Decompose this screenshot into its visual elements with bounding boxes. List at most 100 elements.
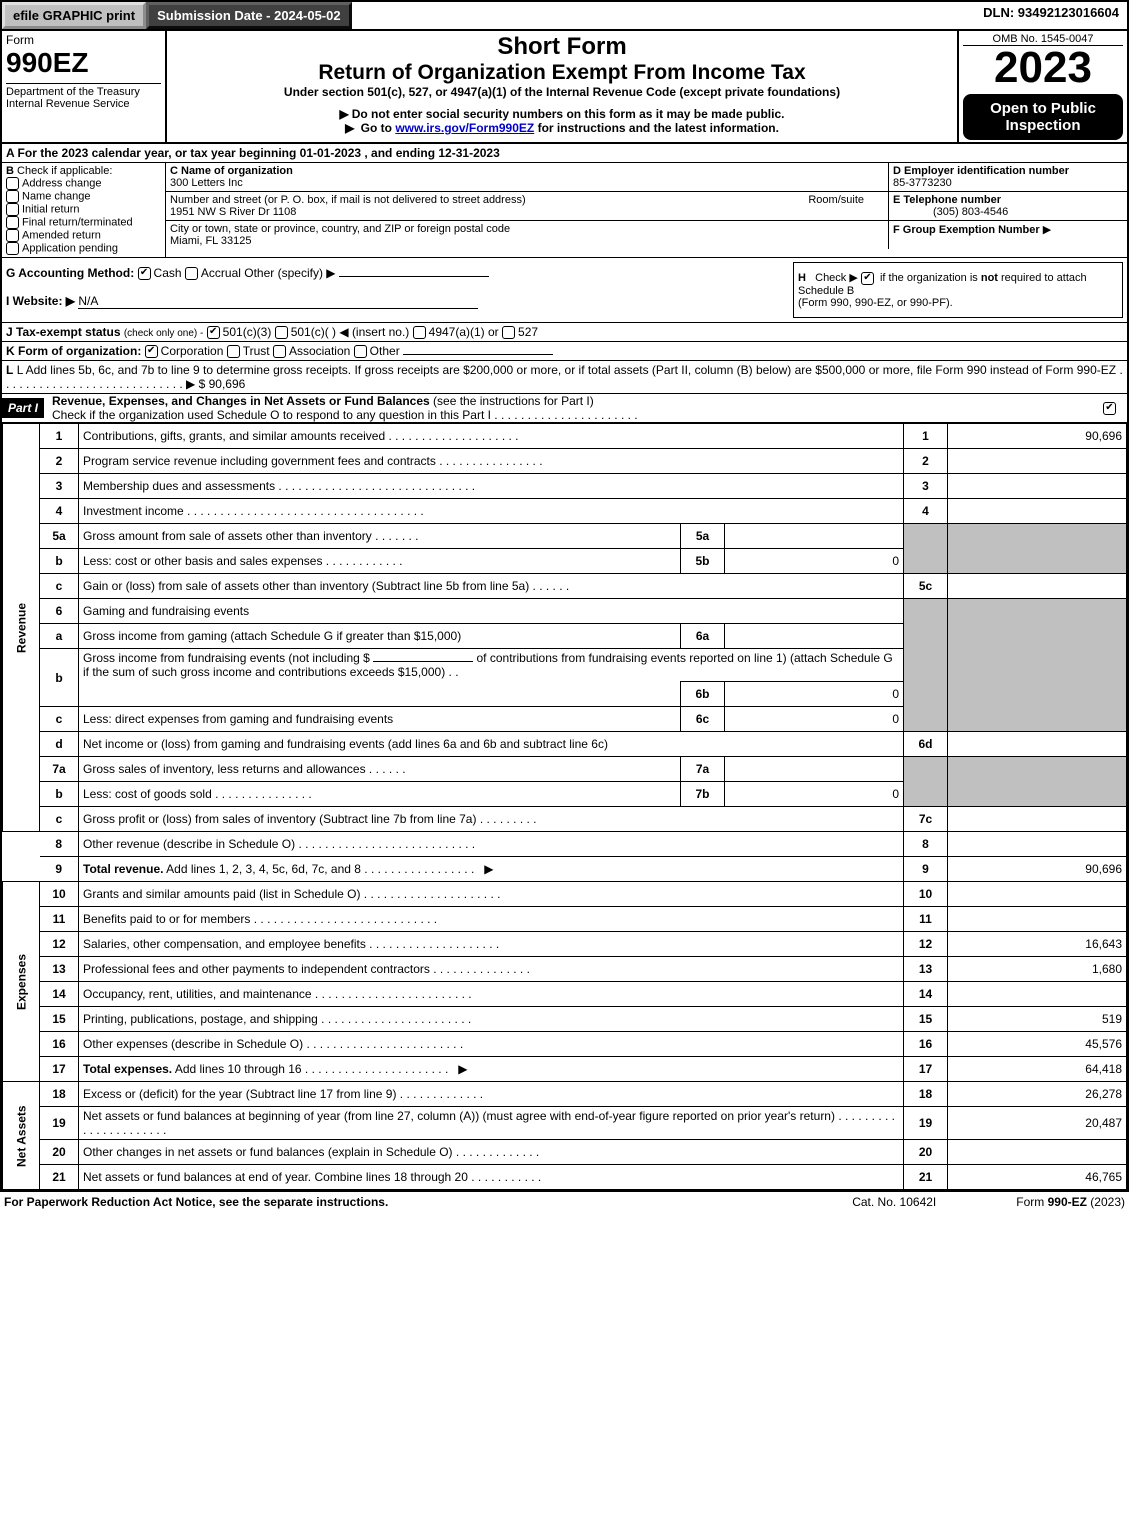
efile-print-button[interactable]: efile GRAPHIC print bbox=[2, 2, 146, 29]
line-3-col: 3 bbox=[904, 474, 948, 499]
h-text2: if the organization is bbox=[880, 272, 981, 284]
section-d-ein: D Employer identification number 85-3773… bbox=[889, 163, 1127, 191]
line-6c-sub: 6c bbox=[681, 707, 725, 732]
ein-value: 85-3773230 bbox=[893, 177, 952, 189]
checkbox-name-change[interactable] bbox=[6, 190, 19, 203]
city-label: City or town, state or province, country… bbox=[170, 223, 510, 235]
return-title: Return of Organization Exempt From Incom… bbox=[171, 61, 953, 85]
line-6d-col: 6d bbox=[904, 732, 948, 757]
irs-link[interactable]: www.irs.gov/Form990EZ bbox=[395, 121, 534, 135]
line-14-no: 14 bbox=[40, 982, 79, 1007]
line-17-val: 64,418 bbox=[948, 1057, 1127, 1082]
section-j: J Tax-exempt status (check only one) - 5… bbox=[2, 323, 1127, 342]
dept-label: Department of the Treasury bbox=[6, 86, 140, 98]
grey-cell bbox=[948, 599, 1127, 732]
j-small: (check only one) - bbox=[124, 328, 203, 339]
line-19-desc: Net assets or fund balances at beginning… bbox=[83, 1109, 835, 1123]
k-other-input[interactable] bbox=[403, 354, 553, 355]
line-10-col: 10 bbox=[904, 882, 948, 907]
grey-cell bbox=[948, 757, 1127, 807]
line-18-desc: Excess or (deficit) for the year (Subtra… bbox=[83, 1087, 396, 1101]
line-6-desc: Gaming and fundraising events bbox=[79, 599, 904, 624]
checkbox-501c3[interactable] bbox=[207, 326, 220, 339]
g-other-input[interactable] bbox=[339, 276, 489, 277]
line-10-desc: Grants and similar amounts paid (list in… bbox=[83, 887, 360, 901]
line-4-no: 4 bbox=[40, 499, 79, 524]
sections-g-h: G Accounting Method: Cash Accrual Other … bbox=[2, 258, 1127, 323]
line-20-val bbox=[948, 1140, 1127, 1165]
checkbox-501c[interactable] bbox=[275, 326, 288, 339]
line-16-desc: Other expenses (describe in Schedule O) bbox=[83, 1037, 303, 1051]
line-6a-sub: 6a bbox=[681, 624, 725, 649]
line-14-desc: Occupancy, rent, utilities, and maintena… bbox=[83, 987, 312, 1001]
line-19-no: 19 bbox=[40, 1107, 79, 1140]
line-8-desc: Other revenue (describe in Schedule O) bbox=[83, 837, 295, 851]
checkbox-amended-return[interactable] bbox=[6, 229, 19, 242]
form-990ez: efile GRAPHIC print Submission Date - 20… bbox=[0, 0, 1129, 1192]
checkbox-address-change[interactable] bbox=[6, 177, 19, 190]
line-20-col: 20 bbox=[904, 1140, 948, 1165]
grey-cell bbox=[904, 599, 948, 732]
grey-cell bbox=[948, 524, 1127, 574]
checkbox-initial-return[interactable] bbox=[6, 203, 19, 216]
g-cash: Cash bbox=[154, 266, 182, 280]
line-10-no: 10 bbox=[40, 882, 79, 907]
header-right: OMB No. 1545-0047 2023 Open to Public In… bbox=[957, 31, 1127, 142]
arrow-icon: ▶ bbox=[1043, 224, 1051, 236]
opt-amended-return: Amended return bbox=[22, 229, 101, 241]
sections-c-to-f: C Name of organization 300 Letters Inc D… bbox=[166, 163, 1127, 257]
line-19-col: 19 bbox=[904, 1107, 948, 1140]
submission-date-button[interactable]: Submission Date - 2024-05-02 bbox=[146, 2, 352, 29]
b-label: B bbox=[6, 165, 14, 177]
j-501c3: 501(c)(3) bbox=[223, 325, 272, 339]
section-c-city: City or town, state or province, country… bbox=[166, 221, 889, 249]
expenses-vert-label: Expenses bbox=[3, 882, 40, 1082]
part1-header-row: Part I Revenue, Expenses, and Changes in… bbox=[2, 394, 1127, 423]
line-4-val bbox=[948, 499, 1127, 524]
line-5a-desc: Gross amount from sale of assets other t… bbox=[83, 529, 372, 543]
section-e-phone: E Telephone number (305) 803-4546 bbox=[889, 192, 1127, 220]
checkbox-cash[interactable] bbox=[138, 267, 151, 280]
checkbox-accrual[interactable] bbox=[185, 267, 198, 280]
line-17-no: 17 bbox=[40, 1057, 79, 1082]
line-9-val: 90,696 bbox=[948, 857, 1127, 882]
line-6-no: 6 bbox=[40, 599, 79, 624]
checkbox-trust[interactable] bbox=[227, 345, 240, 358]
line-6d-desc: Net income or (loss) from gaming and fun… bbox=[79, 732, 904, 757]
k-trust: Trust bbox=[243, 344, 270, 358]
j-4947: 4947(a)(1) or bbox=[429, 325, 499, 339]
line-7a-no: 7a bbox=[40, 757, 79, 782]
telephone-value: (305) 803-4546 bbox=[893, 206, 1008, 218]
checkbox-application-pending[interactable] bbox=[6, 242, 19, 255]
line-14-val bbox=[948, 982, 1127, 1007]
street-address: 1951 NW S River Dr 1108 bbox=[170, 206, 296, 218]
org-name: 300 Letters Inc bbox=[170, 177, 243, 189]
checkbox-corporation[interactable] bbox=[145, 345, 158, 358]
section-g: G Accounting Method: Cash Accrual Other … bbox=[2, 258, 789, 322]
g-accrual: Accrual bbox=[201, 266, 241, 280]
checkbox-schedule-b[interactable] bbox=[861, 272, 874, 285]
line-4-desc: Investment income bbox=[83, 504, 184, 518]
section-k: K Form of organization: Corporation Trus… bbox=[2, 342, 1127, 361]
line-1-desc: Contributions, gifts, grants, and simila… bbox=[83, 429, 385, 443]
checkbox-other-org[interactable] bbox=[354, 345, 367, 358]
line-20-desc: Other changes in net assets or fund bala… bbox=[83, 1145, 453, 1159]
k-assoc: Association bbox=[289, 344, 350, 358]
line-14-col: 14 bbox=[904, 982, 948, 1007]
b-check-label: Check if applicable: bbox=[17, 165, 112, 177]
line-10-val bbox=[948, 882, 1127, 907]
checkbox-final-return[interactable] bbox=[6, 216, 19, 229]
line-7b-desc: Less: cost of goods sold bbox=[83, 787, 212, 801]
part1-title: Revenue, Expenses, and Changes in Net As… bbox=[52, 394, 430, 408]
footer-form-pre: Form bbox=[1016, 1195, 1047, 1209]
section-h: H Check ▶ if the organization is not req… bbox=[793, 262, 1123, 318]
checkbox-schedule-o[interactable] bbox=[1103, 402, 1116, 415]
checkbox-527[interactable] bbox=[502, 326, 515, 339]
line-3-no: 3 bbox=[40, 474, 79, 499]
line-17-col: 17 bbox=[904, 1057, 948, 1082]
line-18-col: 18 bbox=[904, 1082, 948, 1107]
arrow-icon bbox=[345, 121, 357, 135]
checkbox-association[interactable] bbox=[273, 345, 286, 358]
line-6b-blank[interactable] bbox=[373, 661, 473, 662]
checkbox-4947[interactable] bbox=[413, 326, 426, 339]
